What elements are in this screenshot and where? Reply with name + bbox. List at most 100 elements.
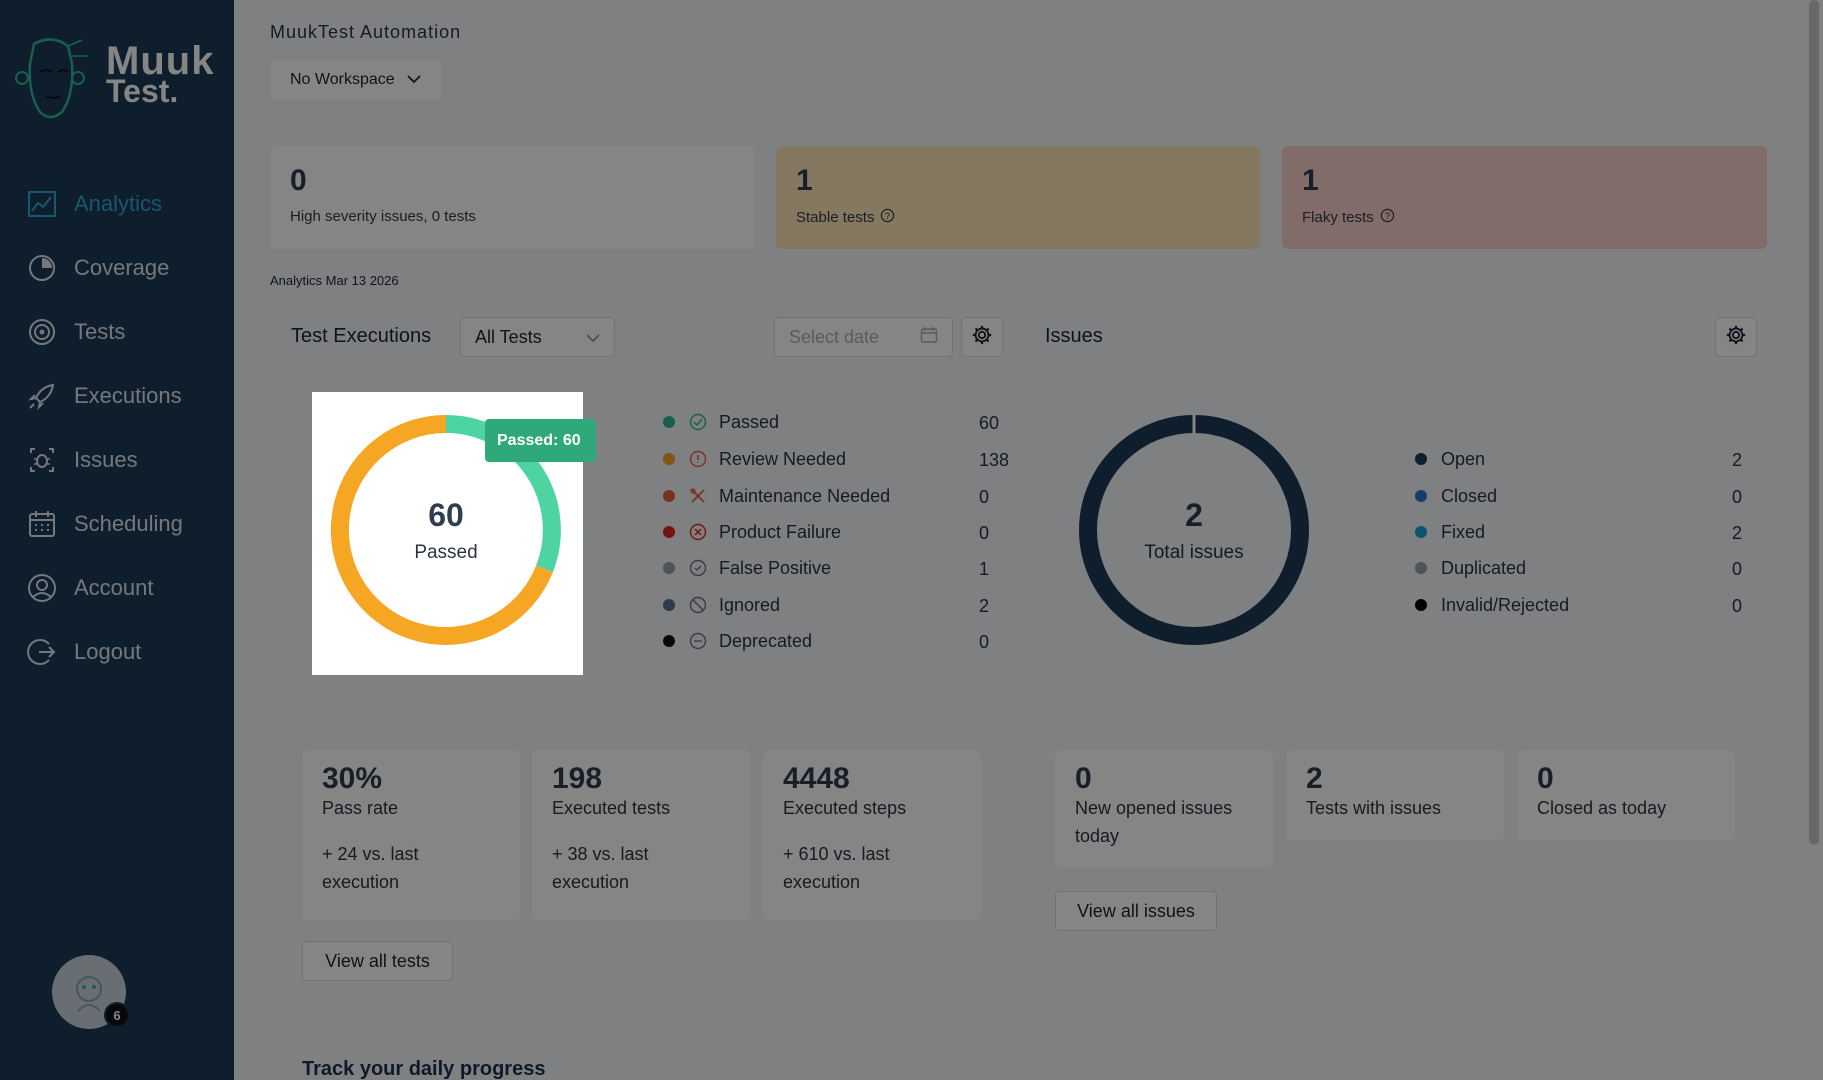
legend-dot [1415, 490, 1427, 502]
tooltip-text: Passed: 60 [497, 431, 581, 449]
legend-value: 0 [979, 523, 990, 543]
stat-label: Flaky tests [1302, 209, 1374, 226]
user-icon [26, 572, 58, 604]
sidebar-item-label: Issues [74, 447, 138, 472]
analytics-date: Analytics Mar 13 2026 [270, 273, 399, 288]
x-circle-icon [689, 523, 707, 541]
legend-label: Duplicated [1441, 557, 1527, 578]
legend-item-false-positive: False Positive [663, 556, 831, 580]
legend-value: 0 [1732, 596, 1743, 616]
legend-label: False Positive [719, 557, 832, 578]
legend-label: Review Needed [719, 448, 847, 469]
legend-label: Deprecated [719, 630, 813, 651]
track-progress-title: Track your daily progress [302, 1058, 546, 1080]
metric-card-executed-steps: 4448 Executed steps + 610 vs. last execu… [763, 750, 981, 920]
sidebar-item-issues[interactable]: Issues [0, 428, 234, 492]
metric-card-pass-rate: 30% Pass rate + 24 vs. last execution [302, 750, 520, 920]
muuktest-logo[interactable]: Muuk Test. [12, 34, 222, 130]
tests-filter-value: All Tests [475, 326, 542, 347]
scrollbar[interactable] [1809, 0, 1819, 845]
legend-value: 2 [979, 596, 990, 616]
metric-value: 30% [322, 762, 383, 795]
stat-label: Stable tests [796, 209, 875, 226]
sidebar-item-tests[interactable]: Tests [0, 300, 234, 364]
stat-card-stable-tests: 1 Stable tests ? [776, 146, 1260, 249]
legend-item-deprecated: Deprecated [663, 629, 812, 653]
face-logo-icon [15, 38, 88, 119]
legend-item-fixed: Fixed [1415, 520, 1485, 544]
donut-center-label: Passed [414, 542, 477, 563]
notification-badge[interactable]: 6 [104, 1002, 130, 1028]
help-icon[interactable]: ? [1380, 208, 1395, 227]
executions-settings-button[interactable] [961, 317, 1003, 357]
tests-filter-select[interactable]: All Tests [460, 317, 615, 357]
sidebar-item-executions[interactable]: Executions [0, 364, 234, 428]
executions-donut-chart: 60 Passed [330, 415, 561, 645]
issues-title: Issues [1045, 325, 1103, 347]
sidebar-item-coverage[interactable]: Coverage [0, 236, 234, 300]
legend-value: 2 [1732, 450, 1743, 470]
sidebar-item-logout[interactable]: Logout [0, 620, 234, 684]
legend-item-passed: Passed [663, 410, 779, 434]
legend-dot [663, 562, 675, 574]
issues-settings-button[interactable] [1715, 317, 1757, 357]
chevron-down-icon [586, 327, 600, 348]
legend-item-product-failure: Product Failure [663, 520, 841, 544]
legend-value: 0 [979, 487, 990, 507]
sidebar-item-label: Tests [74, 319, 126, 344]
metric-card-new-issues: 0 New opened issues today [1055, 750, 1273, 868]
stat-value: 0 [290, 164, 307, 197]
legend-item-duplicated: Duplicated [1415, 556, 1526, 580]
legend-dot [663, 490, 675, 502]
help-icon[interactable]: ? [880, 208, 895, 227]
legend-value: 2 [1732, 523, 1743, 543]
legend-dot [663, 416, 675, 428]
sidebar-item-label: Scheduling [74, 511, 183, 536]
metric-delta: + 610 vs. last execution [783, 844, 890, 892]
stat-value: 1 [796, 164, 813, 197]
rocket-icon [26, 380, 58, 412]
legend-dot [1415, 453, 1427, 465]
legend-label: Open [1441, 448, 1486, 469]
gear-icon [971, 324, 993, 351]
avatar-face-icon [76, 976, 102, 1012]
date-placeholder: Select date [789, 326, 880, 347]
legend-value: 1 [979, 559, 990, 579]
metric-delta: + 24 vs. last execution [322, 844, 419, 892]
legend-dot [663, 453, 675, 465]
legend-item-open: Open [1415, 447, 1485, 471]
legend-value: 0 [1732, 559, 1743, 579]
sidebar-item-scheduling[interactable]: Scheduling [0, 492, 234, 556]
metric-value: 4448 [783, 762, 850, 795]
tests-icon [26, 316, 58, 348]
gear-icon [1725, 324, 1747, 351]
calendar-icon [920, 326, 938, 349]
bug-icon [26, 444, 58, 476]
metric-label: Executed steps [783, 798, 907, 818]
view-all-issues-button[interactable]: View all issues [1055, 891, 1217, 931]
metric-card-tests-with-issues: 2 Tests with issues [1286, 750, 1504, 840]
legend-dot [663, 635, 675, 647]
view-all-tests-button[interactable]: View all tests [302, 941, 453, 981]
calendar-icon [26, 508, 58, 540]
sidebar: Muuk Test. Analytics Coverage Tests [0, 0, 234, 1080]
sidebar-item-account[interactable]: Account [0, 556, 234, 620]
logo-text-line2: Test. [106, 73, 179, 109]
issues-donut-label: Total issues [1144, 542, 1243, 563]
tools-icon [689, 487, 707, 505]
issues-donut-value: 2 [1185, 497, 1203, 533]
date-picker-input[interactable]: Select date [774, 317, 953, 357]
test-executions-title: Test Executions [291, 325, 432, 347]
alert-circle-icon [689, 450, 707, 468]
sidebar-item-analytics[interactable]: Analytics [0, 172, 234, 236]
stat-label: High severity issues, 0 tests [290, 208, 476, 225]
svg-text:?: ? [1385, 211, 1390, 221]
metric-value: 0 [1075, 762, 1092, 795]
sidebar-item-label: Analytics [74, 191, 163, 216]
workspace-dropdown[interactable]: No Workspace [270, 60, 442, 100]
logo-text-line1: Muuk [106, 39, 215, 83]
stat-card-high-severity: 0 High severity issues, 0 tests [270, 146, 755, 249]
legend-item-review-needed: Review Needed [663, 447, 846, 471]
analytics-icon [26, 188, 58, 220]
main-content: MuukTest Automation No Workspace 0 High … [234, 0, 1823, 1080]
